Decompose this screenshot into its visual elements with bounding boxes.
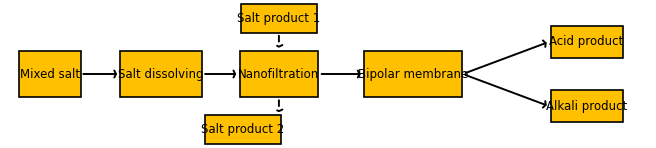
- Text: Acid product: Acid product: [550, 35, 624, 48]
- Text: Nanofiltration: Nanofiltration: [238, 67, 319, 81]
- Text: Salt dissolving: Salt dissolving: [118, 67, 204, 81]
- FancyBboxPatch shape: [364, 51, 462, 97]
- FancyBboxPatch shape: [550, 26, 623, 58]
- FancyBboxPatch shape: [241, 4, 317, 33]
- FancyBboxPatch shape: [550, 90, 623, 122]
- Text: Salt product 1: Salt product 1: [237, 12, 321, 25]
- FancyBboxPatch shape: [120, 51, 202, 97]
- FancyBboxPatch shape: [239, 51, 318, 97]
- Text: Mixed salt: Mixed salt: [20, 67, 80, 81]
- FancyBboxPatch shape: [19, 51, 81, 97]
- Text: Salt product 2: Salt product 2: [201, 123, 285, 136]
- FancyBboxPatch shape: [205, 115, 281, 144]
- Text: Alkali product: Alkali product: [546, 100, 627, 113]
- Text: Bipolar membrane: Bipolar membrane: [358, 67, 468, 81]
